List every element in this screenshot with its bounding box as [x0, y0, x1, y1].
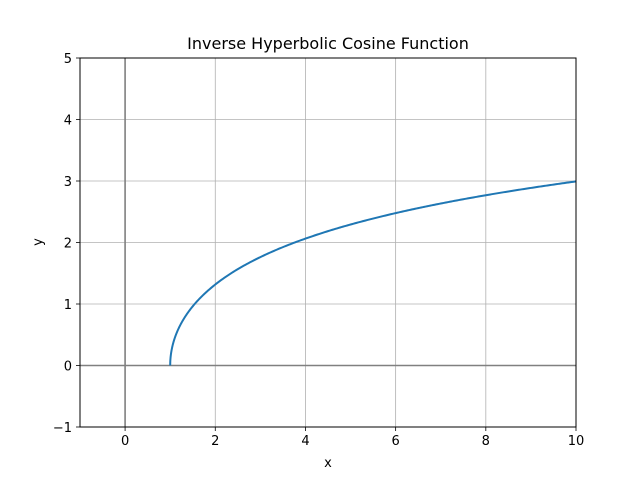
- x-tick-label: 10: [568, 434, 585, 449]
- series-layer: [169, 180, 577, 366]
- y-tick-label: 4: [64, 114, 72, 129]
- x-tick-label: 0: [121, 434, 129, 449]
- y-tick-label: 5: [64, 52, 72, 67]
- x-tick-label: 6: [391, 434, 399, 449]
- x-tick-label: 2: [211, 434, 219, 449]
- y-tick-label: 0: [64, 360, 72, 375]
- y-tick-label: 1: [64, 298, 72, 313]
- y-tick-label: 3: [64, 175, 72, 190]
- x-axis-label: x: [324, 456, 332, 471]
- x-tick-label: 4: [301, 434, 309, 449]
- y-tick-label: −1: [53, 421, 72, 436]
- x-axis-ticks: 0 2 4 6 8 10: [121, 427, 584, 449]
- y-axis-label: y: [31, 238, 46, 246]
- x-tick-label: 8: [482, 434, 490, 449]
- y-axis-ticks: −1 0 1 2 3 4 5: [53, 52, 80, 436]
- y-tick-label: 2: [64, 237, 72, 252]
- reference-lines: [80, 58, 576, 427]
- series-line-0: [169, 180, 577, 366]
- chart-title: Inverse Hyperbolic Cosine Function: [187, 34, 469, 53]
